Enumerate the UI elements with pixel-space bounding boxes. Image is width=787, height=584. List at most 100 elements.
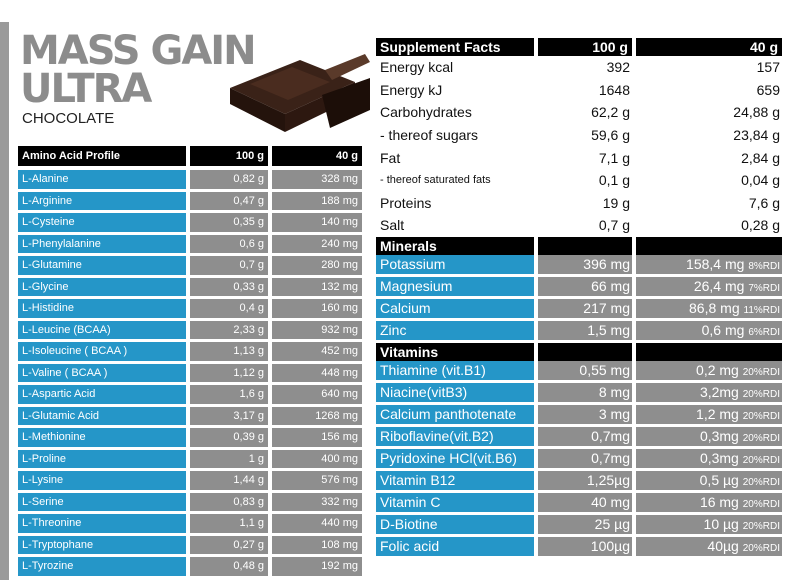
nutrient-value-100g: 62,2 g <box>591 104 630 121</box>
amino-row: L-Valine ( BCAA ) 1,12 g 448 mg <box>18 363 362 385</box>
minerals-section-header: Minerals <box>376 236 782 255</box>
mineral-row-value-40g: 0,6 mg 6%RDI <box>632 320 782 343</box>
amino-value-100g: 0,48 g <box>186 557 268 579</box>
amino-name: L-Tyrozine <box>18 557 186 579</box>
vitamin-row-value-40g: 0,2 mg 20%RDI <box>632 360 782 383</box>
vitamin-row-value-100g: 0,7mg <box>534 448 632 471</box>
amino-row: L-Serine 0,83 g 332 mg <box>18 492 362 514</box>
vitamin-row-name: Vitamin B12 <box>376 470 534 493</box>
amino-name: L-Cysteine <box>18 213 186 235</box>
mineral-row: Zinc 1,5 mg 0,6 mg 6%RDI <box>376 320 782 343</box>
amino-value-100g: 3,17 g <box>186 406 268 428</box>
amino-name: L-Tryptophane <box>18 535 186 557</box>
nutrient-name: Fat <box>380 149 401 166</box>
nutrient-name: Energy kcal <box>380 59 454 76</box>
nutrient-name: Energy kJ <box>380 81 443 98</box>
amino-name: L-Aspartic Acid <box>18 385 186 407</box>
amino-value-40g: 156 mg <box>268 428 362 450</box>
amino-value-40g: 452 mg <box>268 342 362 364</box>
amino-row: L-Lysine 1,44 g 576 mg <box>18 471 362 493</box>
amino-header-100g: 100 g <box>186 146 268 170</box>
nutrient-value-100g: 19 g <box>602 194 630 211</box>
minerals-label: Minerals <box>376 236 534 255</box>
nutrient-value-40g: 0,28 g <box>741 217 780 234</box>
mineral-row-name: Calcium <box>376 298 534 321</box>
amino-name: L-Methionine <box>18 428 186 450</box>
amino-acid-table: Amino Acid Profile 100 g 40 g L-Alanine 0… <box>18 146 362 579</box>
amino-value-100g: 1,13 g <box>186 342 268 364</box>
amino-value-40g: 440 mg <box>268 514 362 536</box>
vitamin-row-rdi: 20%RDI <box>742 521 780 533</box>
vitamin-row-name: Folic acid <box>376 536 534 559</box>
amino-value-40g: 332 mg <box>268 492 362 514</box>
nutrient-value-100g: 392 <box>606 59 630 76</box>
vitamin-row-value-100g: 8 mg <box>534 382 632 405</box>
mineral-row-rdi: 7%RDI <box>748 283 780 295</box>
supplement-header-40g: 40 g <box>632 38 782 56</box>
amino-value-40g: 448 mg <box>268 363 362 385</box>
nutrition-row: Fat 7,1 g 2,84 g <box>376 146 782 169</box>
amino-header-row: Amino Acid Profile 100 g 40 g <box>18 146 362 170</box>
nutrient-value-40g: 24,88 g <box>733 104 780 121</box>
amino-value-40g: 140 mg <box>268 213 362 235</box>
product-title: MASS GAIN ULTRA <box>20 28 257 112</box>
amino-name: L-Leucine (BCAA) <box>18 320 186 342</box>
mineral-row-amount: 86,8 mg <box>689 300 740 317</box>
amino-row: L-Alanine 0,82 g 328 mg <box>18 170 362 192</box>
amino-value-100g: 0,7 g <box>186 256 268 278</box>
mineral-row-amount: 158,4 mg <box>686 256 745 273</box>
mineral-row-value-40g: 86,8 mg 11%RDI <box>632 298 782 321</box>
amino-row: L-Glutamine 0,7 g 280 mg <box>18 256 362 278</box>
vitamin-row-rdi: 20%RDI <box>742 477 780 489</box>
nutrient-value-100g: 0,1 g <box>598 172 630 189</box>
nutrition-row: Energy kJ 1648 659 <box>376 79 782 102</box>
nutrient-value-40g: 659 <box>756 81 780 98</box>
vitamin-row-value-100g: 0,7mg <box>534 426 632 449</box>
amino-value-40g: 280 mg <box>268 256 362 278</box>
nutrition-row: Energy kcal 392 157 <box>376 56 782 79</box>
vitamin-row-amount: 16 mg <box>699 494 739 511</box>
nutrient-name: - thereof saturated fats <box>380 174 491 187</box>
left-accent-bar <box>0 22 9 580</box>
vitamin-row-rdi: 20%RDI <box>742 411 780 423</box>
nutrient-name: Proteins <box>380 194 432 211</box>
vitamin-row: Vitamin C 40 mg 16 mg 20%RDI <box>376 492 782 515</box>
product-flavor: CHOCOLATE <box>22 110 115 127</box>
amino-value-100g: 0,6 g <box>186 234 268 256</box>
amino-row: L-Tyrozine 0,48 g 192 mg <box>18 557 362 579</box>
nutrition-row: Salt 0,7 g 0,28 g <box>376 214 782 237</box>
vitamin-row-rdi: 20%RDI <box>742 433 780 445</box>
mineral-row-value-40g: 26,4 mg 7%RDI <box>632 276 782 299</box>
mineral-row-amount: 26,4 mg <box>693 278 745 295</box>
nutrient-value-40g: 2,84 g <box>741 149 780 166</box>
nutrient-value-100g: 59,6 g <box>591 127 630 144</box>
amino-value-100g: 0,82 g <box>186 170 268 192</box>
nutrient-value-100g: 7,1 g <box>598 149 630 166</box>
supplement-header-100g: 100 g <box>534 38 632 56</box>
vitamin-row: Vitamin B12 1,25µg 0,5 µg 20%RDI <box>376 470 782 493</box>
mineral-row-value-100g: 1,5 mg <box>534 320 632 343</box>
nutrition-row: Carbohydrates 62,2 g 24,88 g <box>376 101 782 124</box>
amino-name: L-Alanine <box>18 170 186 192</box>
mineral-row-rdi: 8%RDI <box>748 261 780 273</box>
amino-name: L-Glutamic Acid <box>18 406 186 428</box>
nutrient-value-40g: 7,6 g <box>748 194 780 211</box>
vitamin-row-value-40g: 10 µg 20%RDI <box>632 514 782 537</box>
amino-row: L-Tryptophane 0,27 g 108 mg <box>18 535 362 557</box>
vitamin-row-name: Pyridoxine HCl(vit.B6) <box>376 448 534 471</box>
amino-name: L-Histidine <box>18 299 186 321</box>
mineral-row: Potassium 396 mg 158,4 mg 8%RDI <box>376 254 782 277</box>
vitamin-row-name: Calcium panthotenate <box>376 404 534 427</box>
nutrient-name: Salt <box>380 217 405 234</box>
amino-value-40g: 188 mg <box>268 191 362 213</box>
supplement-header-row: Supplement Facts 100 g 40 g <box>376 38 782 56</box>
nutrient-value-40g: 23,84 g <box>733 127 780 144</box>
amino-value-100g: 0,83 g <box>186 492 268 514</box>
nutrition-row: - thereof sugars 59,6 g 23,84 g <box>376 124 782 147</box>
vitamin-row: Folic acid 100µg 40µg 20%RDI <box>376 536 782 559</box>
vitamin-row-value-100g: 0,55 mg <box>534 360 632 383</box>
vitamin-row: Pyridoxine HCl(vit.B6) 0,7mg 0,3mg 20%RDI <box>376 448 782 471</box>
supplement-facts-table: Supplement Facts 100 g 40 g Energy kcal 3… <box>376 38 782 559</box>
vitamin-row-amount: 0,3mg <box>699 428 739 445</box>
vitamin-row-name: Thiamine (vit.B1) <box>376 360 534 383</box>
